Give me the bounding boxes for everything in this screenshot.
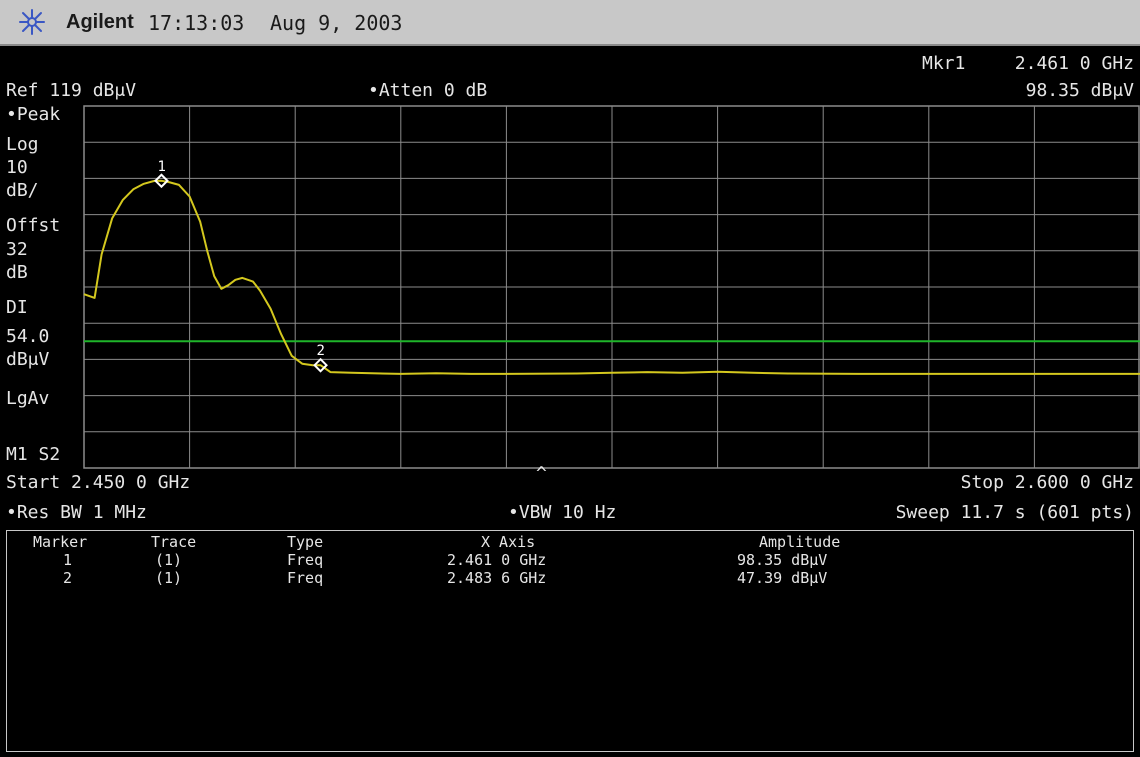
marker-state-label: M1 S2 (6, 444, 61, 465)
marker-readout-label: Mkr1 (922, 53, 966, 74)
table-cell-trace: (1) (155, 551, 183, 569)
stop-frequency: Stop 2.600 0 GHz (960, 472, 1134, 493)
brand-name: Agilent (66, 11, 134, 33)
display-line-unit: dBμV (6, 349, 50, 370)
agilent-spark-icon (19, 9, 45, 35)
marker-number-label: 1 (157, 159, 165, 175)
marker-readout-freq: 2.461 0 GHz (1014, 53, 1134, 74)
col-header-marker: Marker (33, 533, 88, 551)
scale-type-label: Log (6, 134, 39, 155)
sweep-time: Sweep 11.7 s (601 pts) (895, 502, 1134, 523)
resolution-bandwidth: •Res BW 1 MHz (6, 502, 147, 523)
table-cell-type: Freq (287, 551, 324, 569)
scale-unit-label: dB/ (6, 180, 39, 201)
marker-diamond (313, 357, 328, 373)
table-cell-x-axis: 2.483 6 GHz (447, 569, 547, 587)
table-cell-marker: 2 (63, 569, 73, 587)
col-header-type: Type (287, 533, 324, 551)
attenuation: •Atten 0 dB (368, 80, 488, 101)
title-bar: Agilent 17:13:03 Aug 9, 2003 (0, 0, 1140, 46)
table-cell-trace: (1) (155, 569, 183, 587)
detector-label: •Peak (6, 104, 61, 125)
col-header-amplitude: Amplitude (759, 533, 841, 551)
table-cell-amplitude: 98.35 dBμV (737, 551, 828, 569)
clock-date: Aug 9, 2003 (270, 11, 403, 35)
center-caret: ^ (536, 463, 547, 484)
marker-number-label: 2 (317, 343, 325, 359)
table-cell-marker: 1 (63, 551, 73, 569)
ref-level: Ref 119 dBμV (6, 80, 137, 101)
offset-value-label: 32 (6, 239, 28, 260)
offset-unit-label: dB (6, 262, 28, 283)
scale-value-label: 10 (6, 157, 28, 178)
display-line-value: 54.0 (6, 326, 50, 347)
table-cell-type: Freq (287, 569, 324, 587)
col-header-x-axis: X Axis (481, 533, 536, 551)
table-cell-x-axis: 2.461 0 GHz (447, 551, 547, 569)
marker-readout-amplitude: 98.35 dBμV (1025, 80, 1134, 101)
marker-table: Marker Trace Type X Axis Amplitude 1 (1)… (6, 530, 1134, 752)
start-frequency: Start 2.450 0 GHz (6, 472, 191, 493)
offset-label: Offst (6, 215, 61, 236)
display-line-label: DI (6, 297, 28, 318)
average-type-label: LgAv (6, 388, 50, 409)
marker-diamond (154, 173, 169, 189)
video-bandwidth: •VBW 10 Hz (508, 502, 617, 523)
table-cell-amplitude: 47.39 dBμV (737, 569, 828, 587)
col-header-trace: Trace (151, 533, 197, 551)
clock-time: 17:13:03 (148, 11, 245, 35)
